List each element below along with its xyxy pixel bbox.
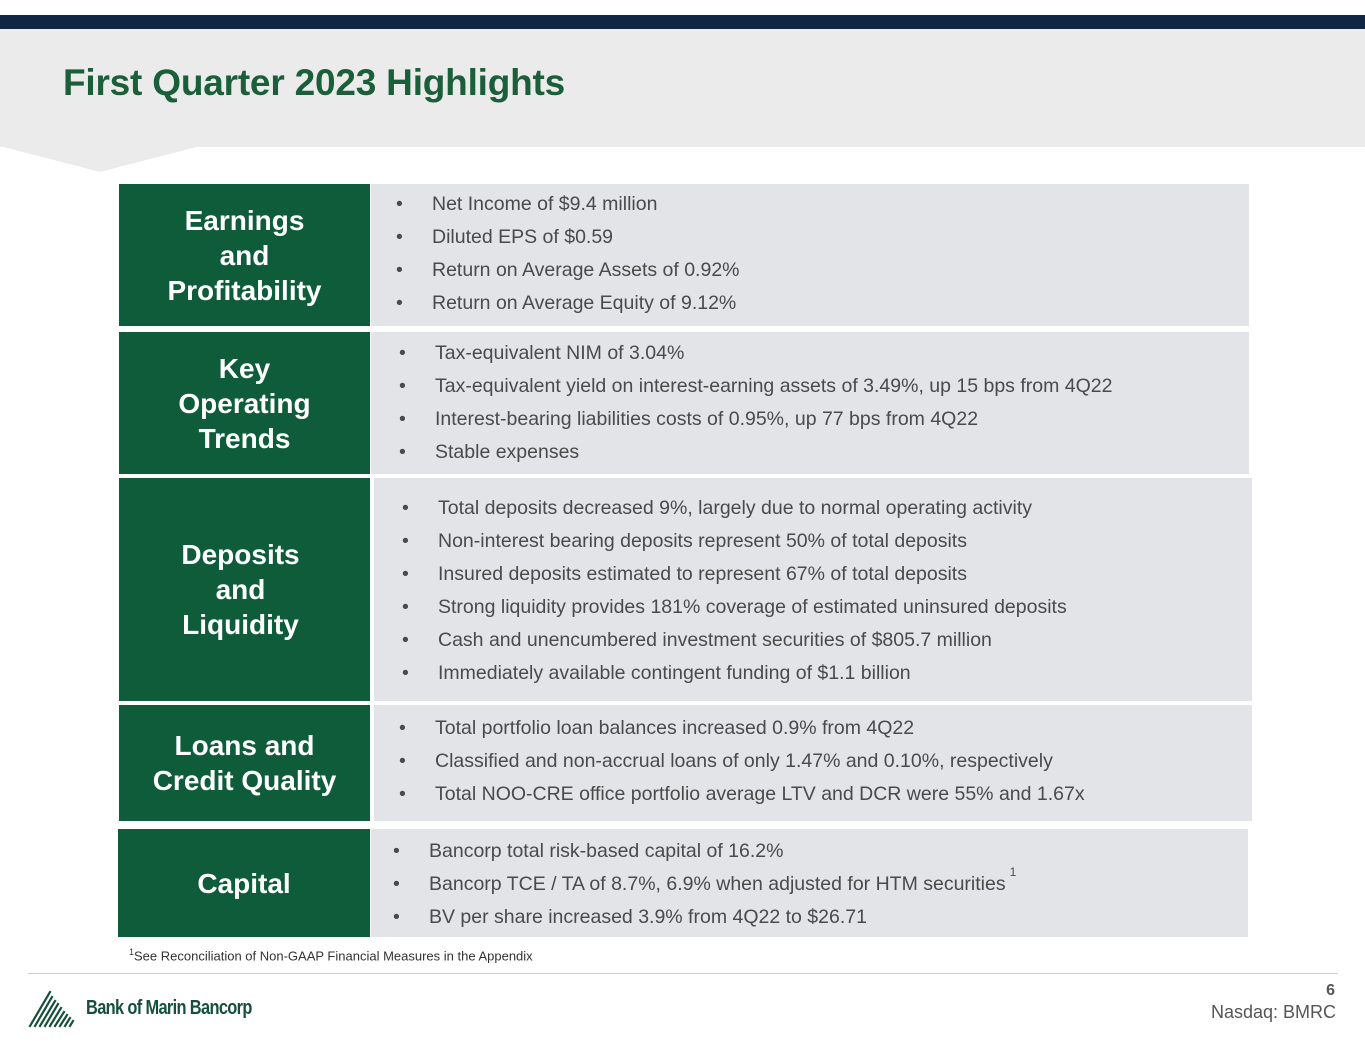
top-bar bbox=[0, 15, 1365, 29]
bullet-item: Diluted EPS of $0.59 bbox=[396, 221, 740, 254]
bullet-item: Bancorp total risk-based capital of 16.2… bbox=[393, 835, 1016, 868]
section-capital: Capital Bancorp total risk-based capital… bbox=[118, 829, 1248, 937]
section-earnings: Earnings and Profitability Net Income of… bbox=[119, 184, 1249, 326]
bullet-item: Bancorp TCE / TA of 8.7%, 6.9% when adju… bbox=[393, 865, 1017, 901]
section-panel: Total portfolio loan balances increased … bbox=[374, 705, 1252, 821]
label-line: and bbox=[219, 239, 270, 271]
bullet-item: Net Income of $9.4 million bbox=[396, 188, 740, 221]
label-line: Credit Quality bbox=[152, 765, 337, 796]
section-panel: Net Income of $9.4 million Diluted EPS o… bbox=[371, 184, 1249, 326]
label-line: Trends bbox=[198, 422, 291, 454]
title-band bbox=[0, 29, 1365, 147]
page-number: 6 bbox=[1326, 982, 1335, 999]
label-line: Profitability bbox=[167, 274, 322, 306]
bullet-item: Total NOO-CRE office portfolio average L… bbox=[399, 778, 1085, 811]
ticker-label: Nasdaq: BMRC bbox=[1210, 1002, 1336, 1022]
logo-text: Bank of Marin Bancorp bbox=[86, 996, 252, 1019]
label-line: Operating bbox=[178, 387, 311, 419]
bullet-item: Non-interest bearing deposits represent … bbox=[402, 525, 1067, 558]
bullet-item: Immediately available contingent funding… bbox=[402, 657, 1067, 690]
bullet-text: Bancorp TCE / TA of 8.7%, 6.9% when adju… bbox=[429, 873, 1006, 895]
label-line: Key bbox=[218, 352, 271, 384]
bullet-item: Interest-bearing liabilities costs of 0.… bbox=[399, 403, 1112, 436]
label-line: Deposits bbox=[181, 539, 300, 570]
bullet-item: Return on Average Assets of 0.92% bbox=[396, 254, 740, 287]
section-operating-trends: Key Operating Trends Tax-equivalent NIM … bbox=[119, 332, 1249, 474]
bullet-item: Classified and non-accrual loans of only… bbox=[399, 745, 1085, 778]
section-label: Earnings and Profitability bbox=[119, 184, 370, 326]
bullet-item: Stable expenses bbox=[399, 436, 1112, 469]
footnote: 1See Reconciliation of Non-GAAP Financia… bbox=[129, 947, 533, 963]
footer-divider bbox=[28, 973, 1338, 974]
bullet-item: BV per share increased 3.9% from 4Q22 to… bbox=[393, 901, 1016, 934]
section-loans-credit: Loans and Credit Quality Total portfolio… bbox=[119, 705, 1252, 821]
title-band-notch bbox=[0, 146, 200, 172]
footnote-text: See Reconciliation of Non-GAAP Financial… bbox=[134, 948, 533, 964]
bullet-item: Strong liquidity provides 181% coverage … bbox=[402, 591, 1067, 624]
mountain-lines-icon bbox=[28, 990, 75, 1028]
footnote-marker: 1 bbox=[1009, 865, 1017, 879]
section-label: Deposits and Liquidity bbox=[119, 478, 370, 701]
page-title: First Quarter 2023 Highlights bbox=[63, 62, 566, 103]
section-panel: Total deposits decreased 9%, largely due… bbox=[374, 478, 1252, 701]
label-line: Capital bbox=[197, 867, 291, 899]
bullet-item: Total portfolio loan balances increased … bbox=[399, 712, 1085, 745]
bullet-item: Tax-equivalent yield on interest-earning… bbox=[399, 370, 1112, 403]
section-label: Key Operating Trends bbox=[119, 332, 370, 474]
section-label: Loans and Credit Quality bbox=[119, 705, 370, 821]
label-line: Earnings bbox=[184, 204, 305, 236]
bullet-item: Tax-equivalent NIM of 3.04% bbox=[399, 337, 1112, 370]
label-line: Loans and bbox=[174, 730, 315, 761]
footnote-marker: 1 bbox=[129, 947, 135, 957]
bullet-item: Insured deposits estimated to represent … bbox=[402, 558, 1067, 591]
bullet-item: Cash and unencumbered investment securit… bbox=[402, 624, 1067, 657]
section-panel: Bancorp total risk-based capital of 16.2… bbox=[371, 829, 1248, 937]
bullet-item: Return on Average Equity of 9.12% bbox=[396, 287, 740, 320]
bank-logo: Bank of Marin Bancorp bbox=[28, 988, 288, 1028]
bullet-item: Total deposits decreased 9%, largely due… bbox=[402, 492, 1067, 525]
label-line: and bbox=[215, 574, 266, 605]
section-label: Capital bbox=[118, 829, 370, 937]
section-deposits-liquidity: Deposits and Liquidity Total deposits de… bbox=[119, 478, 1252, 701]
label-line: Liquidity bbox=[182, 609, 299, 640]
section-panel: Tax-equivalent NIM of 3.04% Tax-equivale… bbox=[371, 332, 1249, 474]
